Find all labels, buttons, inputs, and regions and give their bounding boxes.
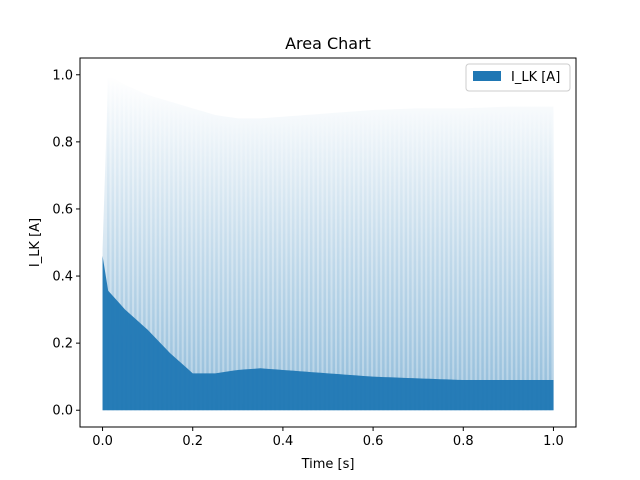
area-fill <box>102 75 554 411</box>
area-layer <box>102 74 554 411</box>
legend: I_LK [A] <box>465 63 571 92</box>
x-axis: 0.0 0.2 0.4 0.6 0.8 1.0 <box>92 427 564 449</box>
legend-swatch <box>473 71 501 81</box>
x-tick-label: 1.0 <box>543 434 564 449</box>
y-axis: 0.0 0.2 0.4 0.6 0.8 1.0 <box>52 68 80 419</box>
y-tick-label: 0.2 <box>52 337 73 352</box>
y-axis-label: I_LK [A] <box>28 218 43 267</box>
y-tick-label: 0.0 <box>52 404 73 419</box>
legend-label: I_LK [A] <box>511 70 560 85</box>
area-solid-band <box>102 255 554 411</box>
y-tick-label: 1.0 <box>52 68 73 83</box>
x-tick-label: 0.8 <box>453 434 474 449</box>
x-tick-label: 0.2 <box>182 434 203 449</box>
legend-box <box>465 63 571 92</box>
area-stripe <box>553 106 554 411</box>
x-tick-label: 0.6 <box>363 434 384 449</box>
x-axis-label: Time [s] <box>301 457 355 472</box>
chart-title: Area Chart <box>285 34 371 53</box>
plot-frame <box>79 57 577 428</box>
y-tick-label: 0.6 <box>52 202 73 217</box>
y-tick-label: 0.8 <box>52 135 73 150</box>
y-tick-label: 0.4 <box>52 270 73 285</box>
x-tick-label: 0.4 <box>273 434 294 449</box>
x-tick-label: 0.0 <box>92 434 113 449</box>
